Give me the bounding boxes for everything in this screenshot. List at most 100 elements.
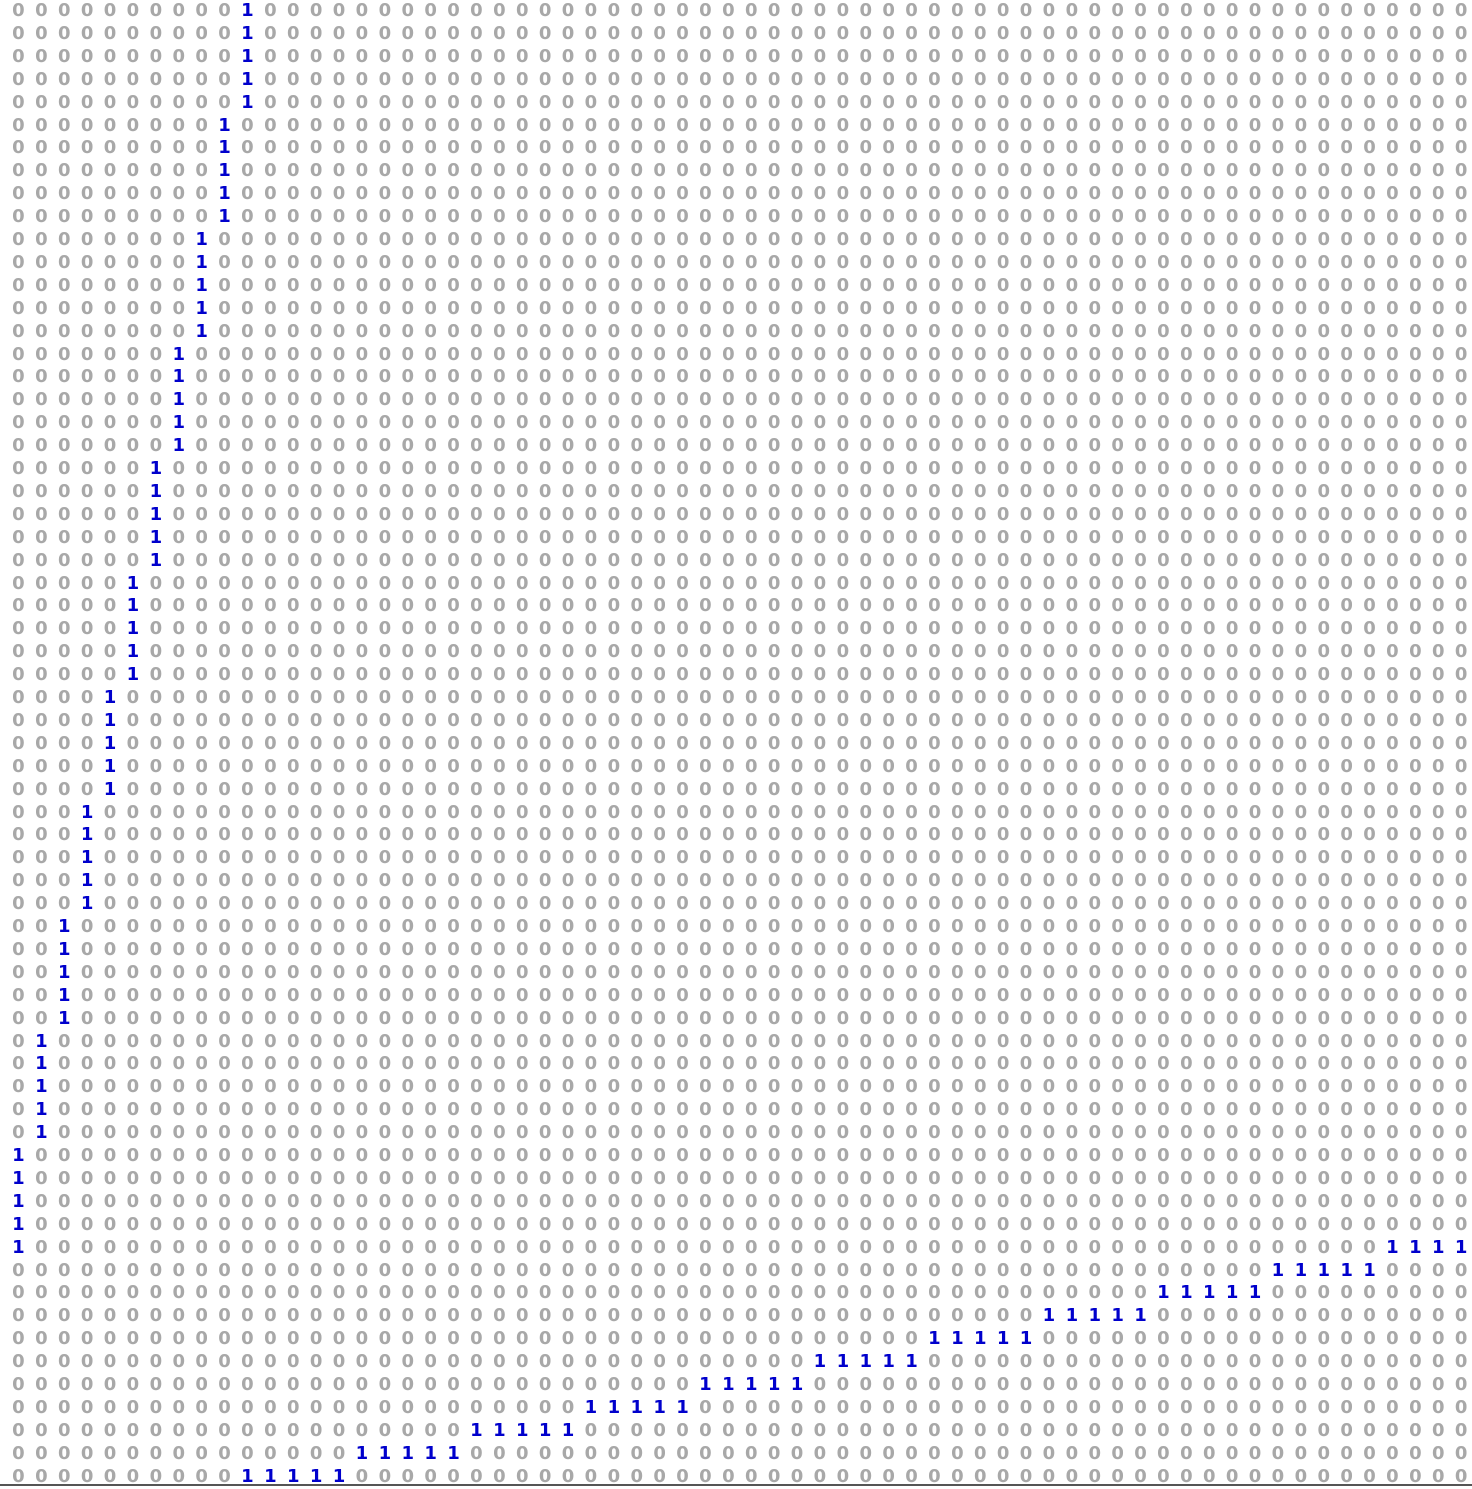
- matrix-cell-zero: 0: [80, 595, 94, 617]
- matrix-cell-zero: 0: [1317, 1190, 1330, 1212]
- matrix-cell-zero: 0: [836, 1259, 850, 1281]
- matrix-cell-zero: 0: [996, 824, 1010, 846]
- matrix-cell-zero: 0: [126, 503, 140, 525]
- matrix-cell-zero: 0: [1431, 664, 1445, 686]
- matrix-cell-one: 1: [12, 1213, 25, 1235]
- matrix-cell-zero: 0: [12, 847, 25, 869]
- matrix-cell-zero: 0: [882, 1419, 895, 1441]
- matrix-cell-zero: 0: [241, 1374, 254, 1395]
- matrix-cell-zero: 0: [996, 778, 1010, 800]
- matrix-cell-zero: 0: [905, 1213, 918, 1235]
- matrix-cell-zero: 0: [1340, 343, 1353, 365]
- matrix-cell-zero: 0: [35, 343, 48, 365]
- matrix-cell-zero: 0: [103, 572, 117, 594]
- matrix-cell-zero: 0: [1248, 45, 1262, 67]
- matrix-cell-zero: 0: [12, 274, 25, 296]
- matrix-cell-zero: 0: [767, 412, 781, 434]
- matrix-cell-zero: 0: [1340, 1419, 1353, 1441]
- matrix-cell-zero: 0: [241, 1328, 254, 1350]
- matrix-cell-zero: 0: [103, 641, 117, 663]
- matrix-cell-zero: 0: [584, 183, 598, 205]
- matrix-cell-zero: 0: [378, 1374, 392, 1395]
- matrix-cell-zero: 0: [1225, 801, 1239, 823]
- matrix-cell-zero: 0: [309, 687, 323, 708]
- matrix-cell-zero: 0: [1111, 389, 1124, 411]
- matrix-cell-zero: 0: [1409, 389, 1422, 411]
- matrix-cell-zero: 0: [103, 480, 117, 502]
- matrix-cell-zero: 0: [1225, 1122, 1239, 1144]
- matrix-cell-zero: 0: [859, 1122, 872, 1144]
- matrix-cell-zero: 0: [538, 526, 552, 548]
- matrix-cell-zero: 0: [424, 1259, 437, 1281]
- matrix-cell-zero: 0: [80, 1145, 94, 1166]
- matrix-cell-zero: 0: [836, 114, 850, 136]
- matrix-cell-zero: 0: [676, 526, 689, 548]
- matrix-cell-zero: 0: [355, 1328, 369, 1350]
- matrix-cell-zero: 0: [1065, 274, 1079, 296]
- matrix-cell-zero: 0: [1065, 229, 1079, 250]
- matrix-cell-zero: 0: [859, 458, 872, 479]
- matrix-cell-zero: 0: [447, 1030, 460, 1052]
- matrix-cell-zero: 0: [996, 343, 1010, 365]
- matrix-cell-zero: 0: [1294, 1213, 1308, 1235]
- matrix-cell-zero: 0: [35, 458, 48, 479]
- matrix-cell-zero: 0: [676, 1465, 689, 1487]
- matrix-cell-zero: 0: [103, 1053, 117, 1075]
- matrix-cell-zero: 0: [126, 114, 140, 136]
- matrix-cell-zero: 0: [1111, 618, 1124, 640]
- matrix-cell-zero: 0: [767, 1305, 781, 1327]
- matrix-cell-zero: 0: [332, 160, 346, 182]
- matrix-cell-zero: 0: [699, 916, 712, 937]
- matrix-cell-zero: 0: [12, 572, 25, 594]
- matrix-cell-zero: 0: [928, 458, 941, 479]
- matrix-cell-zero: 0: [1111, 1396, 1124, 1418]
- matrix-cell-one: 1: [57, 1007, 71, 1029]
- matrix-cell-zero: 0: [1363, 778, 1376, 800]
- matrix-cell-zero: 0: [996, 1465, 1010, 1487]
- matrix-cell-zero: 0: [1431, 91, 1445, 113]
- matrix-cell-zero: 0: [80, 1396, 94, 1418]
- matrix-cell-zero: 0: [355, 412, 369, 434]
- matrix-cell-zero: 0: [1157, 664, 1170, 686]
- matrix-cell-zero: 0: [378, 961, 392, 983]
- matrix-cell-zero: 0: [218, 847, 231, 869]
- matrix-cell-zero: 0: [1065, 893, 1079, 915]
- matrix-cell-zero: 0: [149, 1076, 163, 1098]
- matrix-cell-zero: 0: [424, 0, 437, 21]
- matrix-cell-zero: 0: [1294, 114, 1308, 136]
- matrix-cell-zero: 0: [973, 1396, 987, 1418]
- matrix-cell-zero: 0: [424, 1076, 437, 1098]
- matrix-cell-zero: 0: [149, 183, 163, 205]
- matrix-cell-zero: 0: [332, 1213, 346, 1235]
- matrix-cell-zero: 0: [493, 572, 506, 594]
- matrix-cell-zero: 0: [1363, 91, 1376, 113]
- matrix-cell-zero: 0: [973, 984, 987, 1006]
- matrix-cell-zero: 0: [470, 160, 483, 182]
- matrix-cell-zero: 0: [1248, 1419, 1262, 1441]
- matrix-cell-zero: 0: [80, 938, 94, 960]
- matrix-cell-zero: 0: [332, 458, 346, 479]
- matrix-cell-zero: 0: [241, 137, 254, 159]
- matrix-cell-zero: 0: [1409, 183, 1422, 205]
- matrix-cell-zero: 0: [1065, 1030, 1079, 1052]
- matrix-cell-zero: 0: [309, 458, 323, 479]
- matrix-cell-zero: 0: [607, 503, 621, 525]
- matrix-cell-zero: 0: [309, 1282, 323, 1304]
- matrix-cell-zero: 0: [973, 1374, 987, 1395]
- matrix-cell-zero: 0: [401, 412, 414, 434]
- matrix-cell-zero: 0: [378, 595, 392, 617]
- matrix-cell-zero: 0: [470, 1282, 483, 1304]
- matrix-cell-zero: 0: [882, 618, 895, 640]
- matrix-cell-zero: 0: [1157, 916, 1170, 937]
- matrix-cell-one: 1: [80, 870, 94, 892]
- matrix-cell-zero: 0: [470, 1374, 483, 1395]
- matrix-cell-zero: 0: [813, 916, 827, 937]
- matrix-cell-zero: 0: [515, 1145, 529, 1166]
- matrix-cell-zero: 0: [1225, 755, 1239, 777]
- matrix-cell-one: 1: [126, 572, 140, 594]
- matrix-cell-zero: 0: [401, 1259, 414, 1281]
- matrix-cell-zero: 0: [378, 1190, 392, 1212]
- matrix-cell-zero: 0: [57, 526, 71, 548]
- matrix-cell-zero: 0: [332, 1167, 346, 1189]
